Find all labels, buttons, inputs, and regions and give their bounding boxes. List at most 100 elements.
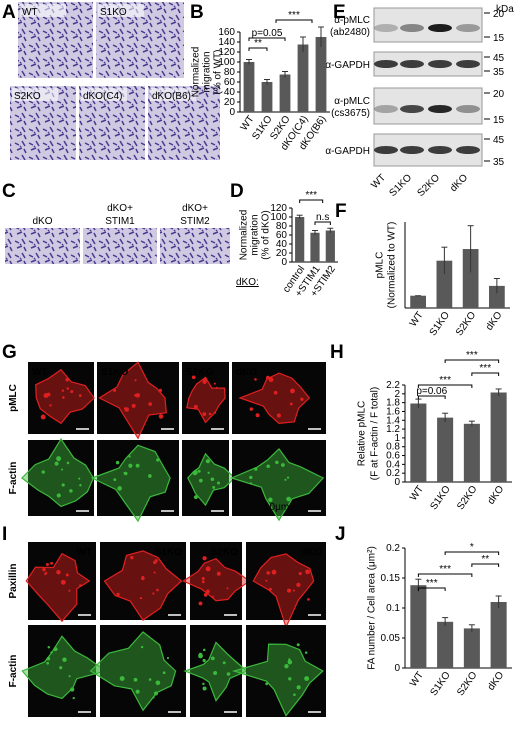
blot: [373, 87, 483, 125]
x-tick-label: dKO: [486, 484, 507, 507]
marker-label: 45: [493, 135, 505, 146]
speckle: [266, 571, 270, 575]
image-label: STIM1: [105, 216, 135, 227]
speckle: [197, 469, 201, 473]
y-tick-label: 0: [394, 477, 400, 488]
y-tick-label: 0.05: [381, 633, 401, 644]
speckle: [300, 397, 304, 401]
speckle: [203, 377, 207, 381]
micrograph: [5, 228, 80, 264]
panel-letter: B: [190, 2, 204, 23]
speckle: [202, 379, 207, 384]
speckle: [41, 470, 45, 474]
sig-label: ***: [479, 363, 491, 374]
sig-bracket: [471, 372, 500, 376]
speckle: [66, 461, 70, 465]
y-tick-label: 120: [218, 47, 235, 58]
sig-label: p=0.06: [416, 386, 447, 397]
speckle: [140, 645, 144, 649]
y-tick-label: 0.2: [386, 543, 400, 554]
speckle: [152, 592, 155, 595]
speckle: [265, 579, 268, 582]
speckle: [42, 567, 46, 572]
speckle: [54, 461, 59, 466]
y-tick-label: 40: [276, 239, 288, 250]
speckle: [208, 412, 212, 416]
sig-label: ***: [426, 578, 438, 589]
speckle: [50, 651, 53, 654]
band: [456, 105, 480, 113]
row-label: pMLC: [8, 384, 19, 412]
speckle: [45, 571, 48, 575]
x-tick-label: S1KO: [428, 484, 452, 512]
y-axis-label: pMLC: [375, 252, 386, 279]
x-tick-label: S2KO: [455, 484, 479, 512]
speckle: [70, 390, 74, 394]
band: [428, 24, 452, 32]
speckle: [152, 696, 155, 699]
speckle: [254, 467, 258, 471]
speckle: [62, 396, 65, 399]
speckle: [46, 392, 51, 397]
cell: [103, 550, 183, 621]
bar: [462, 249, 479, 308]
speckle: [201, 580, 205, 584]
speckle: [40, 414, 46, 420]
speckle: [66, 387, 70, 390]
image-label: dKO: [32, 216, 52, 227]
y-axis-label: (% of dKO): [261, 210, 272, 259]
y-tick-label: 0.4: [386, 459, 400, 470]
speckle: [158, 388, 163, 393]
speckle: [210, 477, 215, 482]
micrograph: [232, 362, 326, 434]
bar: [463, 423, 480, 482]
band: [428, 146, 452, 154]
speckle: [45, 562, 49, 566]
band: [456, 24, 480, 32]
cell: [231, 643, 324, 717]
y-tick-label: 0.1: [386, 603, 400, 614]
x-tick-label: dKO: [484, 310, 505, 333]
speckle: [203, 592, 208, 597]
panel-letter: A: [2, 2, 16, 23]
speckle: [65, 573, 69, 577]
column-label: dKO: [236, 367, 257, 378]
sig-label: *: [470, 542, 474, 553]
sig-bracket: [444, 551, 500, 555]
y-tick-label: 60: [224, 77, 236, 88]
speckle: [156, 458, 160, 462]
scale-label: 10μm: [264, 502, 289, 513]
label-bg: [20, 4, 66, 17]
x-tick-label: S2KO: [454, 310, 478, 338]
panel-letter: C: [2, 181, 16, 202]
cell: [182, 558, 251, 602]
sig-bracket: [417, 395, 446, 399]
sig-label: p=0.05: [252, 28, 283, 39]
speckle: [123, 471, 126, 475]
bar: [490, 392, 507, 482]
panel-letter: H: [330, 342, 344, 363]
bar: [490, 602, 507, 668]
speckle: [212, 486, 216, 489]
x-tick-label: S2KO: [455, 670, 479, 698]
y-axis-label: (% of WT): [213, 50, 224, 95]
lane-label: dKO: [448, 172, 470, 194]
band: [456, 60, 480, 68]
speckle: [115, 460, 120, 465]
blot-label: α-GAPDH: [325, 60, 370, 71]
marker-label: 35: [493, 67, 505, 78]
panel-letter: G: [2, 342, 17, 363]
image-label: dKO+: [182, 203, 208, 214]
speckle: [213, 382, 216, 385]
y-tick-label: 0: [394, 663, 400, 674]
speckle: [249, 407, 253, 411]
panel-letter: D: [230, 181, 244, 202]
speckle: [128, 455, 131, 458]
speckle: [276, 413, 281, 418]
speckle: [205, 566, 211, 572]
y-tick-label: 160: [218, 27, 235, 38]
sig-label: ***: [288, 10, 300, 21]
speckle: [154, 559, 158, 563]
blot-label: α-GAPDH: [325, 146, 370, 157]
speckle: [155, 680, 161, 686]
